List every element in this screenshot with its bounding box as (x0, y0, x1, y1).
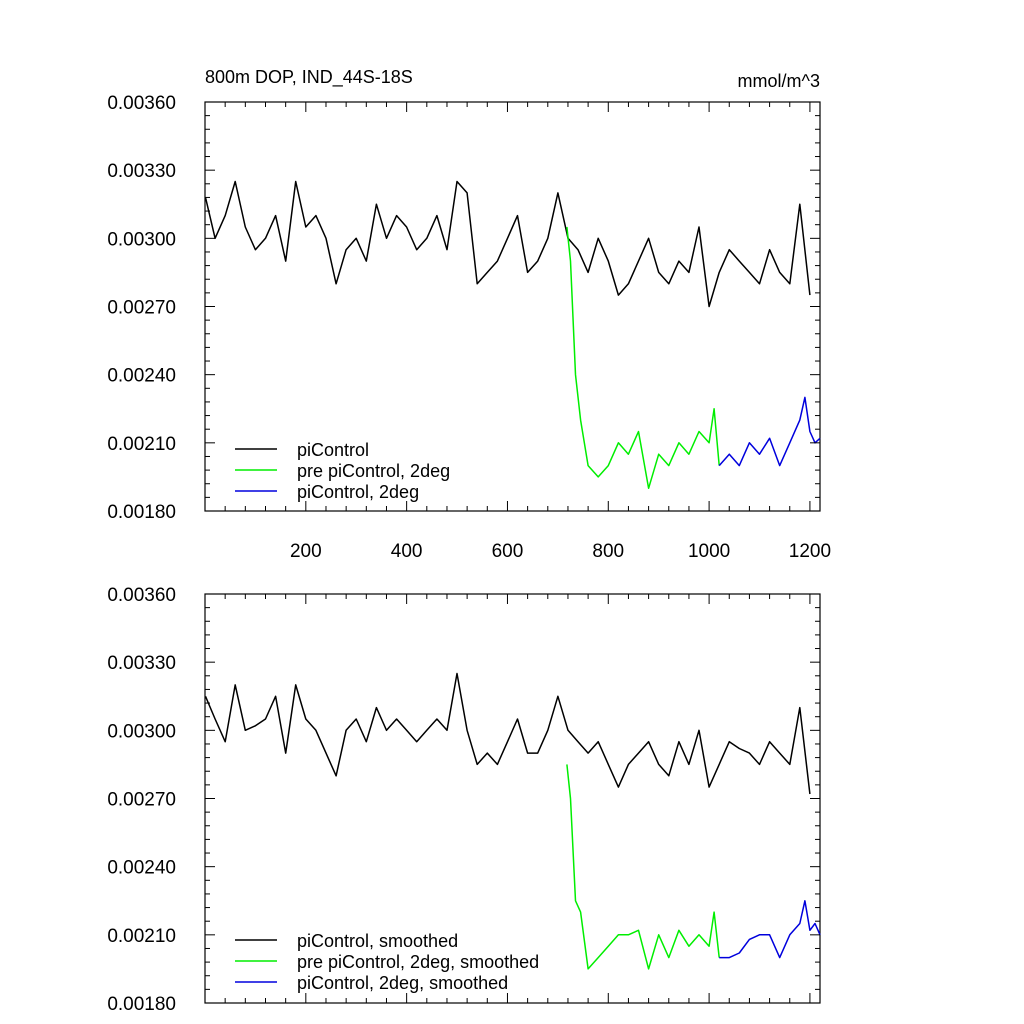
y-tick-label: 0.00270 (107, 298, 176, 319)
y-tick-label: 0.00300 (107, 721, 176, 742)
x-tick-label: 400 (391, 541, 423, 562)
legend: piControl, smoothed pre piControl, 2deg,… (235, 931, 539, 993)
y-tick-label: 0.00240 (107, 366, 176, 387)
tick-layer (204, 593, 820, 1004)
tick-layer (204, 101, 820, 512)
series-line-0 (204, 180, 811, 308)
y-tick-label: 0.00210 (107, 926, 176, 947)
series-line-2 (719, 900, 821, 959)
y-tick-label: 0.00210 (107, 434, 176, 455)
series-line-2 (718, 396, 821, 467)
legend-label: piControl, 2deg, smoothed (297, 973, 508, 993)
legend: piControl pre piControl, 2deg piControl,… (235, 440, 450, 502)
legend-label: piControl, smoothed (297, 931, 458, 951)
y-tick-label: 0.00300 (107, 229, 176, 250)
legend-label: pre piControl, 2deg, smoothed (297, 952, 539, 972)
y-tick-label: 0.00270 (107, 790, 176, 811)
x-tick-label: 1200 (789, 541, 831, 562)
x-tick-label: 1000 (688, 541, 730, 562)
y-tick-label: 0.00180 (107, 994, 176, 1015)
legend-label: piControl, 2deg (297, 482, 419, 502)
legend-label: piControl (297, 440, 369, 460)
chart-title: 800m DOP, IND_44S-18S (205, 67, 413, 88)
y-tick-label: 0.00360 (107, 93, 176, 114)
y-tick-label: 0.00180 (107, 502, 176, 523)
x-tick-label: 200 (290, 541, 322, 562)
y-tick-label: 0.00360 (107, 585, 176, 606)
series-line-1 (566, 764, 720, 970)
series-line-0 (204, 672, 811, 795)
y-tick-label: 0.00330 (107, 161, 176, 182)
series-line-1 (566, 226, 720, 490)
x-tick-labels: 200 400 600 800 1000 1200 (290, 541, 831, 562)
x-tick-label: 800 (592, 541, 624, 562)
y-tick-labels: 0.00180 0.00210 0.00240 0.00270 0.00300 0.003… (107, 585, 176, 1015)
y-tick-label: 0.00240 (107, 858, 176, 879)
chart-units: mmol/m^3 (738, 71, 820, 91)
series-layer (204, 180, 821, 490)
series-layer (204, 672, 821, 970)
x-tick-label: 600 (492, 541, 524, 562)
y-tick-labels: 0.00180 0.00210 0.00240 0.00270 0.00300 0.003… (107, 93, 176, 523)
y-tick-label: 0.00330 (107, 653, 176, 674)
bottom-panel: 0.00180 0.00210 0.00240 0.00270 0.00300 0.003… (107, 585, 821, 1015)
top-panel: 800m DOP, IND_44S-18S mmol/m^3 0.001800.… (107, 67, 831, 562)
legend-label: pre piControl, 2deg (297, 461, 450, 481)
